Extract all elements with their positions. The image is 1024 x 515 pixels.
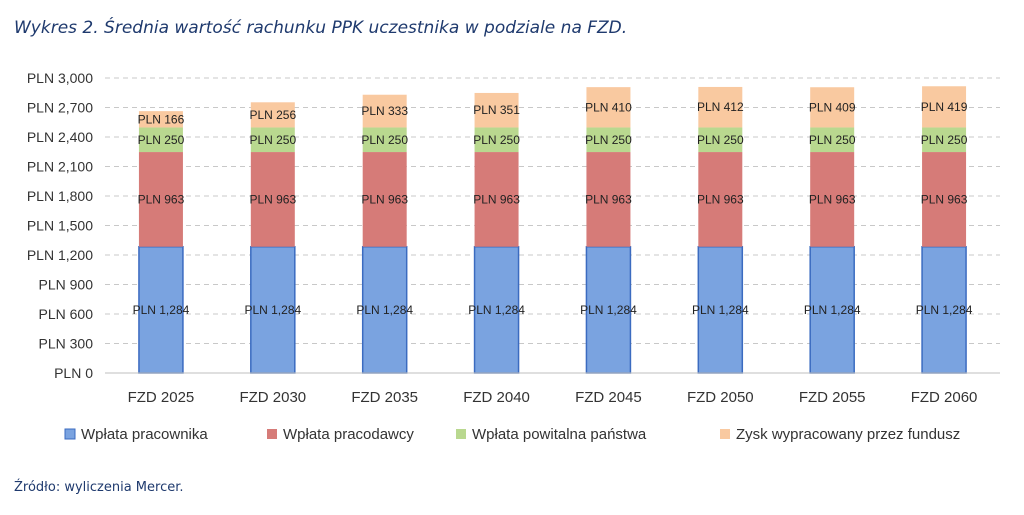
data-label: PLN 419 — [921, 100, 968, 114]
legend-swatch — [267, 429, 277, 439]
data-label: PLN 256 — [249, 108, 296, 122]
x-tick-label: FZD 2035 — [351, 389, 418, 406]
bar-segment — [138, 127, 183, 153]
data-label: PLN 1,284 — [916, 303, 973, 317]
gridlines — [105, 77, 1000, 344]
data-label: PLN 1,284 — [244, 303, 301, 317]
data-label: PLN 250 — [249, 133, 296, 147]
bar-segment — [921, 245, 967, 374]
data-label: PLN 166 — [138, 112, 185, 126]
y-tick-label: PLN 2,100 — [27, 159, 93, 175]
bar-segment — [474, 92, 519, 128]
bar-segment — [809, 245, 855, 374]
x-tick-label: FZD 2030 — [239, 389, 306, 406]
y-tick-label: PLN 1,500 — [27, 218, 93, 234]
bar-segment — [922, 152, 967, 247]
legend-swatch — [720, 429, 730, 439]
bar-segment — [250, 245, 296, 374]
data-label: PLN 409 — [809, 100, 856, 114]
bar-segment — [250, 127, 295, 153]
chart-title: Wykres 2. Średnia wartość rachunku PPK u… — [14, 18, 628, 38]
bar-segment — [810, 87, 855, 128]
x-tick-label: FZD 2040 — [463, 389, 530, 406]
bar-segment — [585, 245, 632, 374]
y-tick-label: PLN 600 — [39, 306, 94, 322]
bar-segment — [250, 152, 295, 247]
y-axis: PLN 0 PLN 300 PLN 600 PLN 900 PLN 1,200 PLN 1… — [27, 70, 93, 381]
x-tick-label: FZD 2025 — [128, 389, 195, 406]
bar-segment — [697, 245, 744, 374]
data-label: PLN 963 — [921, 192, 968, 206]
bar-segment — [362, 127, 407, 153]
bar-segment — [922, 86, 967, 128]
data-label: PLN 1,284 — [468, 303, 525, 317]
data-label: PLN 1,284 — [356, 303, 413, 317]
bar-segment — [474, 127, 519, 153]
legend-label: Zysk wypracowany przez fundusz — [736, 426, 960, 443]
bar-segment — [586, 127, 631, 153]
stacked-bar-chart: PLN 0 PLN 300 PLN 600 PLN 900 PLN 1,200 PLN 1… — [27, 70, 1000, 443]
x-tick-label: FZD 2045 — [575, 389, 642, 406]
data-label: PLN 963 — [585, 192, 632, 206]
data-label: PLN 963 — [361, 192, 408, 206]
legend: Wpłata pracownika Wpłata pracodawcy Wpłata… — [64, 426, 960, 443]
data-label: PLN 1,284 — [133, 303, 190, 317]
data-label: PLN 1,284 — [580, 303, 637, 317]
bar-segment — [138, 152, 183, 247]
data-label: PLN 963 — [473, 192, 520, 206]
bar-segment — [362, 152, 407, 247]
data-label: PLN 250 — [473, 133, 520, 147]
bar-segment — [362, 94, 407, 128]
data-label: PLN 412 — [697, 100, 744, 114]
data-label: PLN 250 — [921, 133, 968, 147]
bar-segment — [250, 102, 295, 128]
data-label: PLN 1,284 — [692, 303, 749, 317]
data-label: PLN 250 — [585, 133, 632, 147]
bar-segment — [810, 152, 855, 247]
legend-label: Wpłata pracodawcy — [283, 426, 414, 443]
y-tick-label: PLN 900 — [39, 277, 94, 293]
y-tick-label: PLN 300 — [39, 336, 94, 352]
legend-label: Wpłata pracownika — [81, 426, 208, 443]
bar-segment — [138, 245, 184, 374]
data-label: PLN 1,284 — [804, 303, 861, 317]
y-tick-label: PLN 1,800 — [27, 188, 93, 204]
bars: PLN 1,284 PLN 963 PLN 250 PLN 166 PLN 1,284 P… — [133, 86, 973, 374]
x-tick-label: FZD 2050 — [687, 389, 754, 406]
data-label: PLN 963 — [809, 192, 856, 206]
bar-segment — [698, 86, 743, 128]
data-label: PLN 410 — [585, 100, 632, 114]
legend-swatch — [64, 428, 76, 440]
bar-segment — [586, 152, 631, 247]
data-label: PLN 250 — [809, 133, 856, 147]
data-label: PLN 250 — [697, 133, 744, 147]
data-label: PLN 333 — [361, 104, 408, 118]
bar-segment — [361, 245, 408, 374]
data-label: PLN 963 — [697, 192, 744, 206]
legend-swatch — [456, 429, 466, 439]
bar-segment — [586, 87, 631, 128]
y-tick-label: PLN 0 — [54, 365, 93, 381]
bar-segment — [922, 127, 967, 153]
x-axis: FZD 2025 FZD 2030 FZD 2035 FZD 2040 FZD 2045… — [105, 372, 1000, 406]
y-tick-label: PLN 3,000 — [27, 70, 93, 86]
data-label: PLN 963 — [138, 192, 185, 206]
x-tick-label: FZD 2055 — [799, 389, 866, 406]
legend-label: Wpłata powitalna państwa — [472, 426, 647, 443]
data-label: PLN 963 — [249, 192, 296, 206]
data-label: PLN 351 — [473, 103, 520, 117]
x-tick-label: FZD 2060 — [911, 389, 978, 406]
data-label: PLN 250 — [138, 133, 185, 147]
bar-segment — [698, 152, 743, 247]
data-label: PLN 250 — [361, 133, 408, 147]
source-note: Źródło: wyliczenia Mercer. — [14, 480, 184, 495]
y-tick-label: PLN 2,400 — [27, 129, 93, 145]
y-tick-label: PLN 1,200 — [27, 247, 93, 263]
bar-segment — [474, 152, 519, 247]
bar-segment — [138, 111, 183, 128]
bar-segment — [810, 127, 855, 153]
bar-segment — [698, 127, 743, 153]
y-tick-label: PLN 2,700 — [27, 100, 93, 116]
